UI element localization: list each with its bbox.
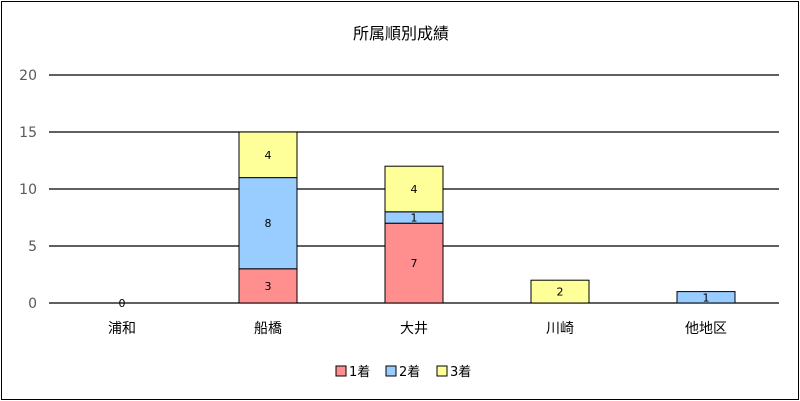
x-category-label: 川崎 bbox=[546, 321, 574, 337]
legend-swatch bbox=[335, 365, 347, 377]
chart-title: 所属順別成績 bbox=[353, 24, 449, 43]
data-label: 2 bbox=[557, 286, 564, 299]
y-axis-ticks: 0 5 10 15 20 bbox=[19, 68, 37, 312]
data-label: 1 bbox=[703, 291, 710, 304]
bar-segment bbox=[238, 268, 298, 304]
x-category-label: 浦和 bbox=[108, 321, 136, 337]
legend-label: 3着 bbox=[450, 364, 471, 380]
legend-label: 2着 bbox=[399, 364, 420, 380]
legend-swatch bbox=[385, 365, 397, 377]
y-tick-label: 10 bbox=[19, 182, 37, 198]
x-category-label: 船橋 bbox=[254, 321, 282, 337]
y-tick-label: 5 bbox=[28, 239, 37, 255]
x-category-label: 他地区 bbox=[685, 321, 727, 337]
legend-label: 1着 bbox=[349, 364, 370, 380]
data-label: 8 bbox=[265, 217, 272, 230]
data-label: 3 bbox=[265, 280, 272, 293]
bar-segment bbox=[238, 177, 298, 270]
bar-segment bbox=[384, 165, 444, 213]
data-labels: 0 3 8 4 7 1 4 2 1 bbox=[119, 149, 710, 310]
data-label: 1 bbox=[411, 212, 418, 225]
bar-segment bbox=[676, 291, 736, 304]
data-label: 4 bbox=[411, 183, 418, 196]
bar-segment bbox=[530, 279, 590, 304]
y-tick-label: 20 bbox=[19, 68, 37, 84]
x-category-label: 大井 bbox=[400, 321, 428, 337]
y-tick-label: 0 bbox=[28, 296, 37, 312]
data-label: 0 bbox=[119, 297, 126, 310]
y-tick-label: 15 bbox=[19, 125, 37, 141]
legend-swatch bbox=[436, 365, 448, 377]
bar-segment bbox=[238, 131, 298, 179]
legend: 1着 2着 3着 bbox=[335, 364, 471, 380]
x-axis-categories: 浦和 船橋 大井 川崎 他地区 bbox=[108, 321, 727, 337]
data-label: 7 bbox=[411, 257, 418, 270]
data-label: 4 bbox=[265, 149, 272, 162]
bars bbox=[238, 131, 736, 304]
